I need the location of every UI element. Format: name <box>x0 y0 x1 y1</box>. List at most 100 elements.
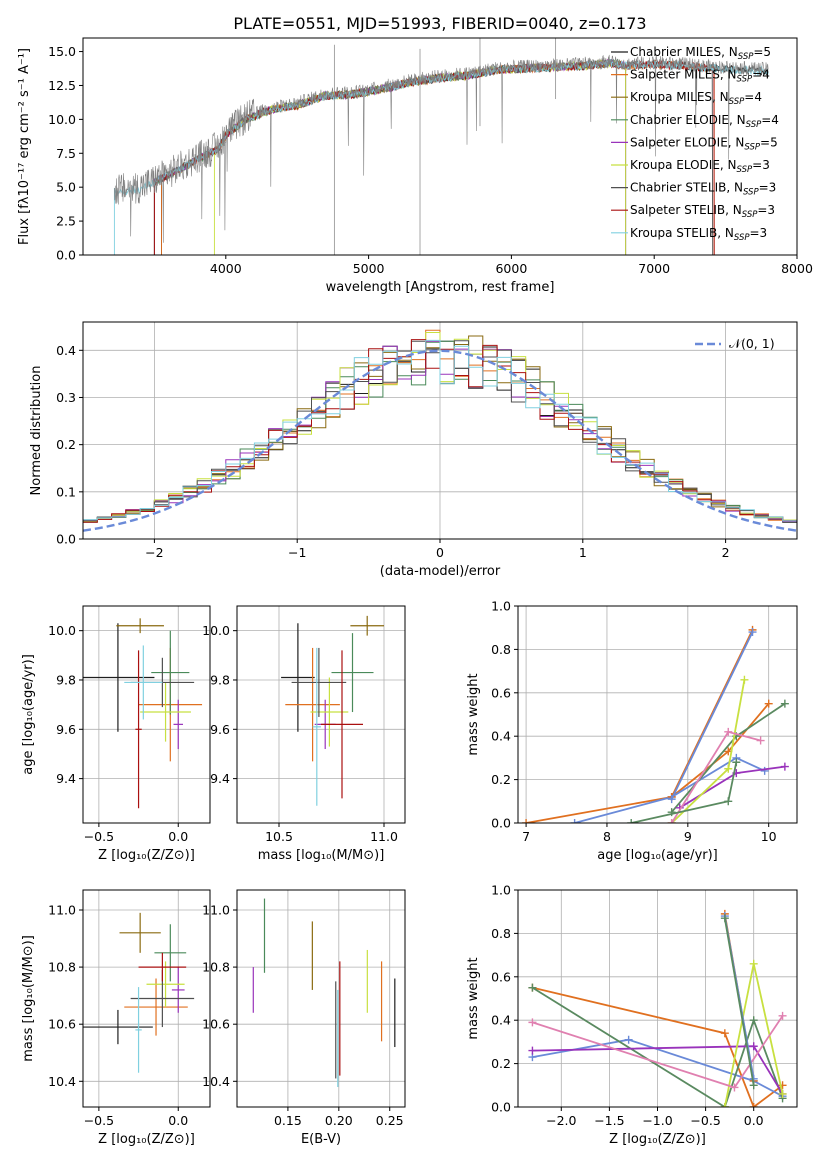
model-line-7 <box>153 59 714 255</box>
legend-text: =3 <box>757 203 775 217</box>
x-tick-label: 1 <box>579 545 587 560</box>
panel-age-vs-mass: 10.5 11.0 9.4 9.6 9.8 10.0 mass [log₁₀(M/M⊙)] <box>202 605 406 863</box>
y-tick-label: 0.6 <box>491 685 511 700</box>
legend-label-1: Chabrier MILES, NSSP=5 <box>630 45 771 62</box>
weight-marker <box>720 1103 729 1107</box>
legend-sub: SSP <box>737 165 753 175</box>
plot-area-residual-hist <box>83 329 797 532</box>
weight-line-2 <box>574 756 766 823</box>
weight-line-3 <box>531 986 784 1107</box>
y-axis-label: mass weight <box>466 673 481 755</box>
weight-line-9 <box>723 918 755 1086</box>
weight-marker <box>748 628 757 637</box>
x-tick-label: −2.0 <box>546 1113 576 1128</box>
x-tick-label: 6000 <box>495 261 527 276</box>
x-tick-label: 0.0 <box>168 829 188 844</box>
weight-marker <box>730 1083 739 1092</box>
y-tick-label: 10.6 <box>202 1017 230 1032</box>
plot-area-weight-vs-Z <box>528 909 787 1107</box>
y-axis-label: age [log₁₀(age/yr)] <box>21 654 36 775</box>
x-axis-label: age [log₁₀(age/yr)] <box>597 848 718 863</box>
weight-marker <box>720 914 729 923</box>
panel-age-vs-Z: −0.5 0.0 9.4 9.6 9.8 10.0 Z [log₁₀(Z/Z⊙)] age [… <box>21 605 211 863</box>
legend-sub: SSP <box>743 188 759 198</box>
x-tick-label: 8 <box>603 829 611 844</box>
weight-line-5 <box>671 679 746 823</box>
weight-marker <box>756 736 765 745</box>
weight-line-1 <box>525 703 770 823</box>
weight-marker <box>749 1103 758 1107</box>
x-axis-label: Z [log₁₀(Z/Z⊙)] <box>609 1132 706 1147</box>
y-tick-label: 10.6 <box>48 1017 76 1032</box>
weight-marker <box>528 1046 537 1055</box>
weight-marker <box>732 758 741 767</box>
x-tick-label: 8000 <box>781 261 813 276</box>
y-tick-label: 11.0 <box>48 902 76 917</box>
y-tick-label: 10.4 <box>48 1074 76 1089</box>
y-tick-label: 12.5 <box>48 78 76 93</box>
legend-label-2: Salpeter MILES, NSSP=4 <box>630 68 770 85</box>
legend-label-6: Kroupa ELODIE, NSSP=3 <box>630 158 770 175</box>
legend-text: =5 <box>753 45 771 59</box>
legend-label-normal: 𝒩(0, 1) <box>729 336 775 351</box>
x-tick-label: 0.15 <box>274 1113 302 1128</box>
axes-frame <box>236 889 406 1108</box>
y-tick-label: 0.4 <box>56 343 76 358</box>
plot-area-mass-vs-Z <box>83 912 195 1073</box>
panel-spectrum: 4000 5000 6000 7000 8000 0.0 2.5 5.0 7.5 10.0 12.5… <box>17 37 813 295</box>
legend-text: =3 <box>759 181 777 195</box>
legend-label-3: Kroupa MILES, NSSP=4 <box>630 90 762 107</box>
weight-line-4 <box>679 765 786 809</box>
y-tick-label: 0.8 <box>491 642 511 657</box>
y-tick-label: 11.0 <box>202 902 230 917</box>
weight-marker <box>749 1042 758 1051</box>
weight-marker <box>740 675 749 684</box>
y-tick-label: 10.4 <box>202 1074 230 1089</box>
weight-marker <box>528 983 537 992</box>
weight-marker <box>667 795 676 804</box>
x-tick-label: 7000 <box>638 261 670 276</box>
y-tick-label: 0.8 <box>491 926 511 941</box>
weight-marker <box>778 1011 787 1020</box>
y-tick-label: 15.0 <box>48 44 76 59</box>
legend-sub: SSP <box>742 210 758 220</box>
figure-title: PLATE=0551, MJD=51993, FIBERID=0040, z=0… <box>233 14 646 33</box>
legend-label-9: Kroupa STELIB, NSSP=3 <box>630 226 767 243</box>
panel-residual-hist: −2 −1 0 1 2 0.0 0.1 0.2 0.3 0.4 (data-model)/error… <box>29 321 798 579</box>
legend-sub: SSP <box>729 97 745 107</box>
legend-sub: SSP <box>734 233 750 243</box>
legend-text: Kroupa ELODIE, N <box>630 158 737 172</box>
y-axis-label: Normed distribution <box>29 366 44 496</box>
weight-line-2 <box>532 1038 784 1097</box>
legend-text: Chabrier MILES, N <box>630 45 738 59</box>
x-tick-label: 11.0 <box>370 829 398 844</box>
weight-marker <box>522 819 531 823</box>
x-axis-label: Z [log₁₀(Z/Z⊙)] <box>98 848 195 863</box>
y-tick-label: 0.4 <box>491 729 511 744</box>
x-axis-label: mass [log₁₀(M/M⊙)] <box>258 848 385 863</box>
x-tick-label: 0.0 <box>168 1113 188 1128</box>
x-tick-label: −0.5 <box>84 1113 114 1128</box>
x-tick-label: 2 <box>722 545 730 560</box>
weight-marker <box>724 797 733 806</box>
panel-weight-vs-age: 7 8 9 10 0.0 0.2 0.4 0.6 0.8 1.0 age [log₁₀(age/yr… <box>466 599 798 863</box>
weight-marker <box>570 819 579 823</box>
weight-line-7 <box>670 629 754 798</box>
legend-sub: SSP <box>744 142 760 152</box>
y-tick-label: 5.0 <box>56 180 76 195</box>
weight-marker <box>749 959 758 968</box>
y-tick-label: 2.5 <box>56 214 76 229</box>
y-tick-label: 10.0 <box>202 623 230 638</box>
legend-sub: SSP <box>737 75 753 85</box>
panel-weight-vs-Z: −2.0 −1.5 −1.0 −0.5 0.0 0.0 0.2 0.4 0.6 0.8 1.0 Z [… <box>466 883 798 1147</box>
legend-text: =4 <box>752 68 770 82</box>
legend-sub: SSP <box>738 52 754 62</box>
y-tick-label: 0.0 <box>56 532 76 547</box>
y-tick-label: 9.8 <box>56 672 76 687</box>
weight-marker <box>780 762 789 771</box>
legend-text: =3 <box>750 226 768 240</box>
weight-marker <box>749 1016 758 1025</box>
y-tick-label: 10.8 <box>48 960 76 975</box>
y-tick-label: 10.0 <box>48 623 76 638</box>
